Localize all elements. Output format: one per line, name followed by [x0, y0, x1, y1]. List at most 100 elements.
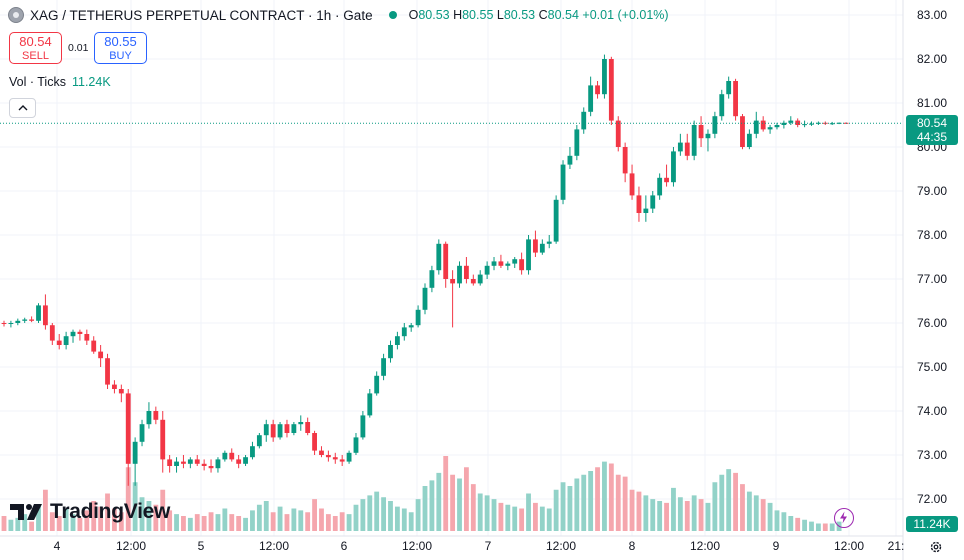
last-price-label: 80.54 44:35	[906, 115, 958, 145]
candle	[636, 186, 642, 222]
candle-body	[608, 59, 614, 121]
candle	[388, 340, 393, 363]
candle-body	[539, 243, 545, 253]
volume-bar	[243, 517, 248, 531]
volume-bar	[822, 523, 828, 531]
time-tick-label: 21:	[888, 539, 905, 553]
candle-body	[429, 270, 435, 288]
candle-body	[215, 459, 221, 469]
volume-legend[interactable]: Vol · Ticks 11.24K	[9, 75, 111, 89]
time-tick-label: 4	[54, 539, 61, 553]
candle-body	[29, 319, 35, 321]
volume-bar	[809, 521, 814, 531]
candle	[457, 261, 462, 288]
candle-body	[595, 85, 600, 95]
candle-body	[319, 450, 324, 455]
lightning-icon[interactable]	[834, 508, 854, 528]
price-tick-label: 79.00	[917, 184, 947, 198]
volume-bar	[519, 508, 525, 531]
candle-body	[112, 384, 117, 389]
gear-icon[interactable]	[929, 540, 943, 554]
candle	[546, 235, 552, 249]
price-tick-label: 81.00	[917, 96, 947, 110]
volume-bar	[781, 512, 787, 531]
time-tick-label: 12:00	[402, 539, 432, 553]
candle	[229, 448, 235, 462]
candle	[208, 459, 214, 473]
volume-bar	[270, 512, 276, 531]
candle-body	[815, 122, 821, 124]
volume-bar	[91, 501, 97, 531]
candle	[63, 331, 69, 350]
candle	[684, 133, 690, 161]
volume-bar	[201, 516, 207, 531]
candle	[774, 122, 780, 130]
candle-body	[781, 122, 787, 125]
candle-body	[118, 389, 124, 394]
candle	[595, 81, 600, 99]
candle-body	[339, 459, 345, 462]
candle-body	[408, 325, 414, 328]
candle	[112, 380, 117, 394]
candle-body	[746, 133, 752, 147]
candle-body	[836, 122, 842, 124]
candle-body	[1, 323, 7, 324]
volume-bar	[146, 501, 152, 531]
candle	[829, 121, 835, 125]
candle	[250, 441, 255, 460]
candle-body	[512, 259, 518, 264]
tradingview-logo[interactable]: TradingView	[10, 500, 170, 524]
volume-bar	[56, 516, 62, 531]
candle	[622, 142, 628, 183]
candle	[643, 195, 649, 222]
volume-bar	[325, 514, 331, 531]
volume-bar	[167, 510, 173, 531]
volume-bar	[401, 508, 407, 531]
candle-body	[91, 340, 97, 352]
candle-body	[153, 411, 159, 420]
volume-bar	[450, 474, 456, 531]
volume-bar	[740, 484, 745, 531]
symbol-title[interactable]: XAG / TETHERUS PERPETUAL CONTRACT · 1h ·…	[30, 7, 373, 23]
volume-bar	[339, 512, 345, 531]
collapse-legend-button[interactable]	[9, 98, 36, 118]
market-status-icon	[388, 11, 397, 19]
candle	[181, 455, 186, 469]
volume-bar	[719, 474, 725, 531]
volume-bar	[829, 523, 835, 531]
candle-body	[629, 173, 635, 196]
candle-body	[457, 265, 462, 284]
candle	[91, 336, 97, 354]
price-tick-label: 72.00	[917, 492, 947, 506]
candle-body	[132, 441, 138, 464]
price-tick-label: 78.00	[917, 228, 947, 242]
buy-button[interactable]: 80.55 BUY	[94, 32, 147, 64]
candle	[139, 419, 145, 447]
volume-bar	[629, 489, 635, 531]
candle	[105, 353, 110, 389]
candle	[401, 323, 407, 341]
candle	[657, 173, 663, 200]
candle-body	[332, 457, 338, 460]
candle-body	[8, 323, 14, 324]
candle-body	[401, 327, 407, 337]
candle	[49, 323, 55, 345]
volume-bar	[753, 495, 759, 531]
candle	[305, 417, 311, 436]
volume-bar	[70, 514, 76, 531]
candle	[187, 457, 193, 469]
candle-body	[325, 455, 331, 458]
sell-button[interactable]: 80.54 SELL	[9, 32, 62, 64]
volume-bar	[533, 502, 538, 531]
candle	[650, 191, 656, 213]
candle-body	[740, 116, 745, 147]
volume-bar	[470, 484, 476, 531]
volume-bar	[422, 486, 428, 531]
candle-body	[636, 195, 642, 213]
candle	[374, 371, 380, 396]
candle-body	[753, 120, 759, 134]
candle	[98, 345, 104, 367]
volume-bar	[77, 517, 83, 531]
candle-body	[691, 125, 697, 156]
